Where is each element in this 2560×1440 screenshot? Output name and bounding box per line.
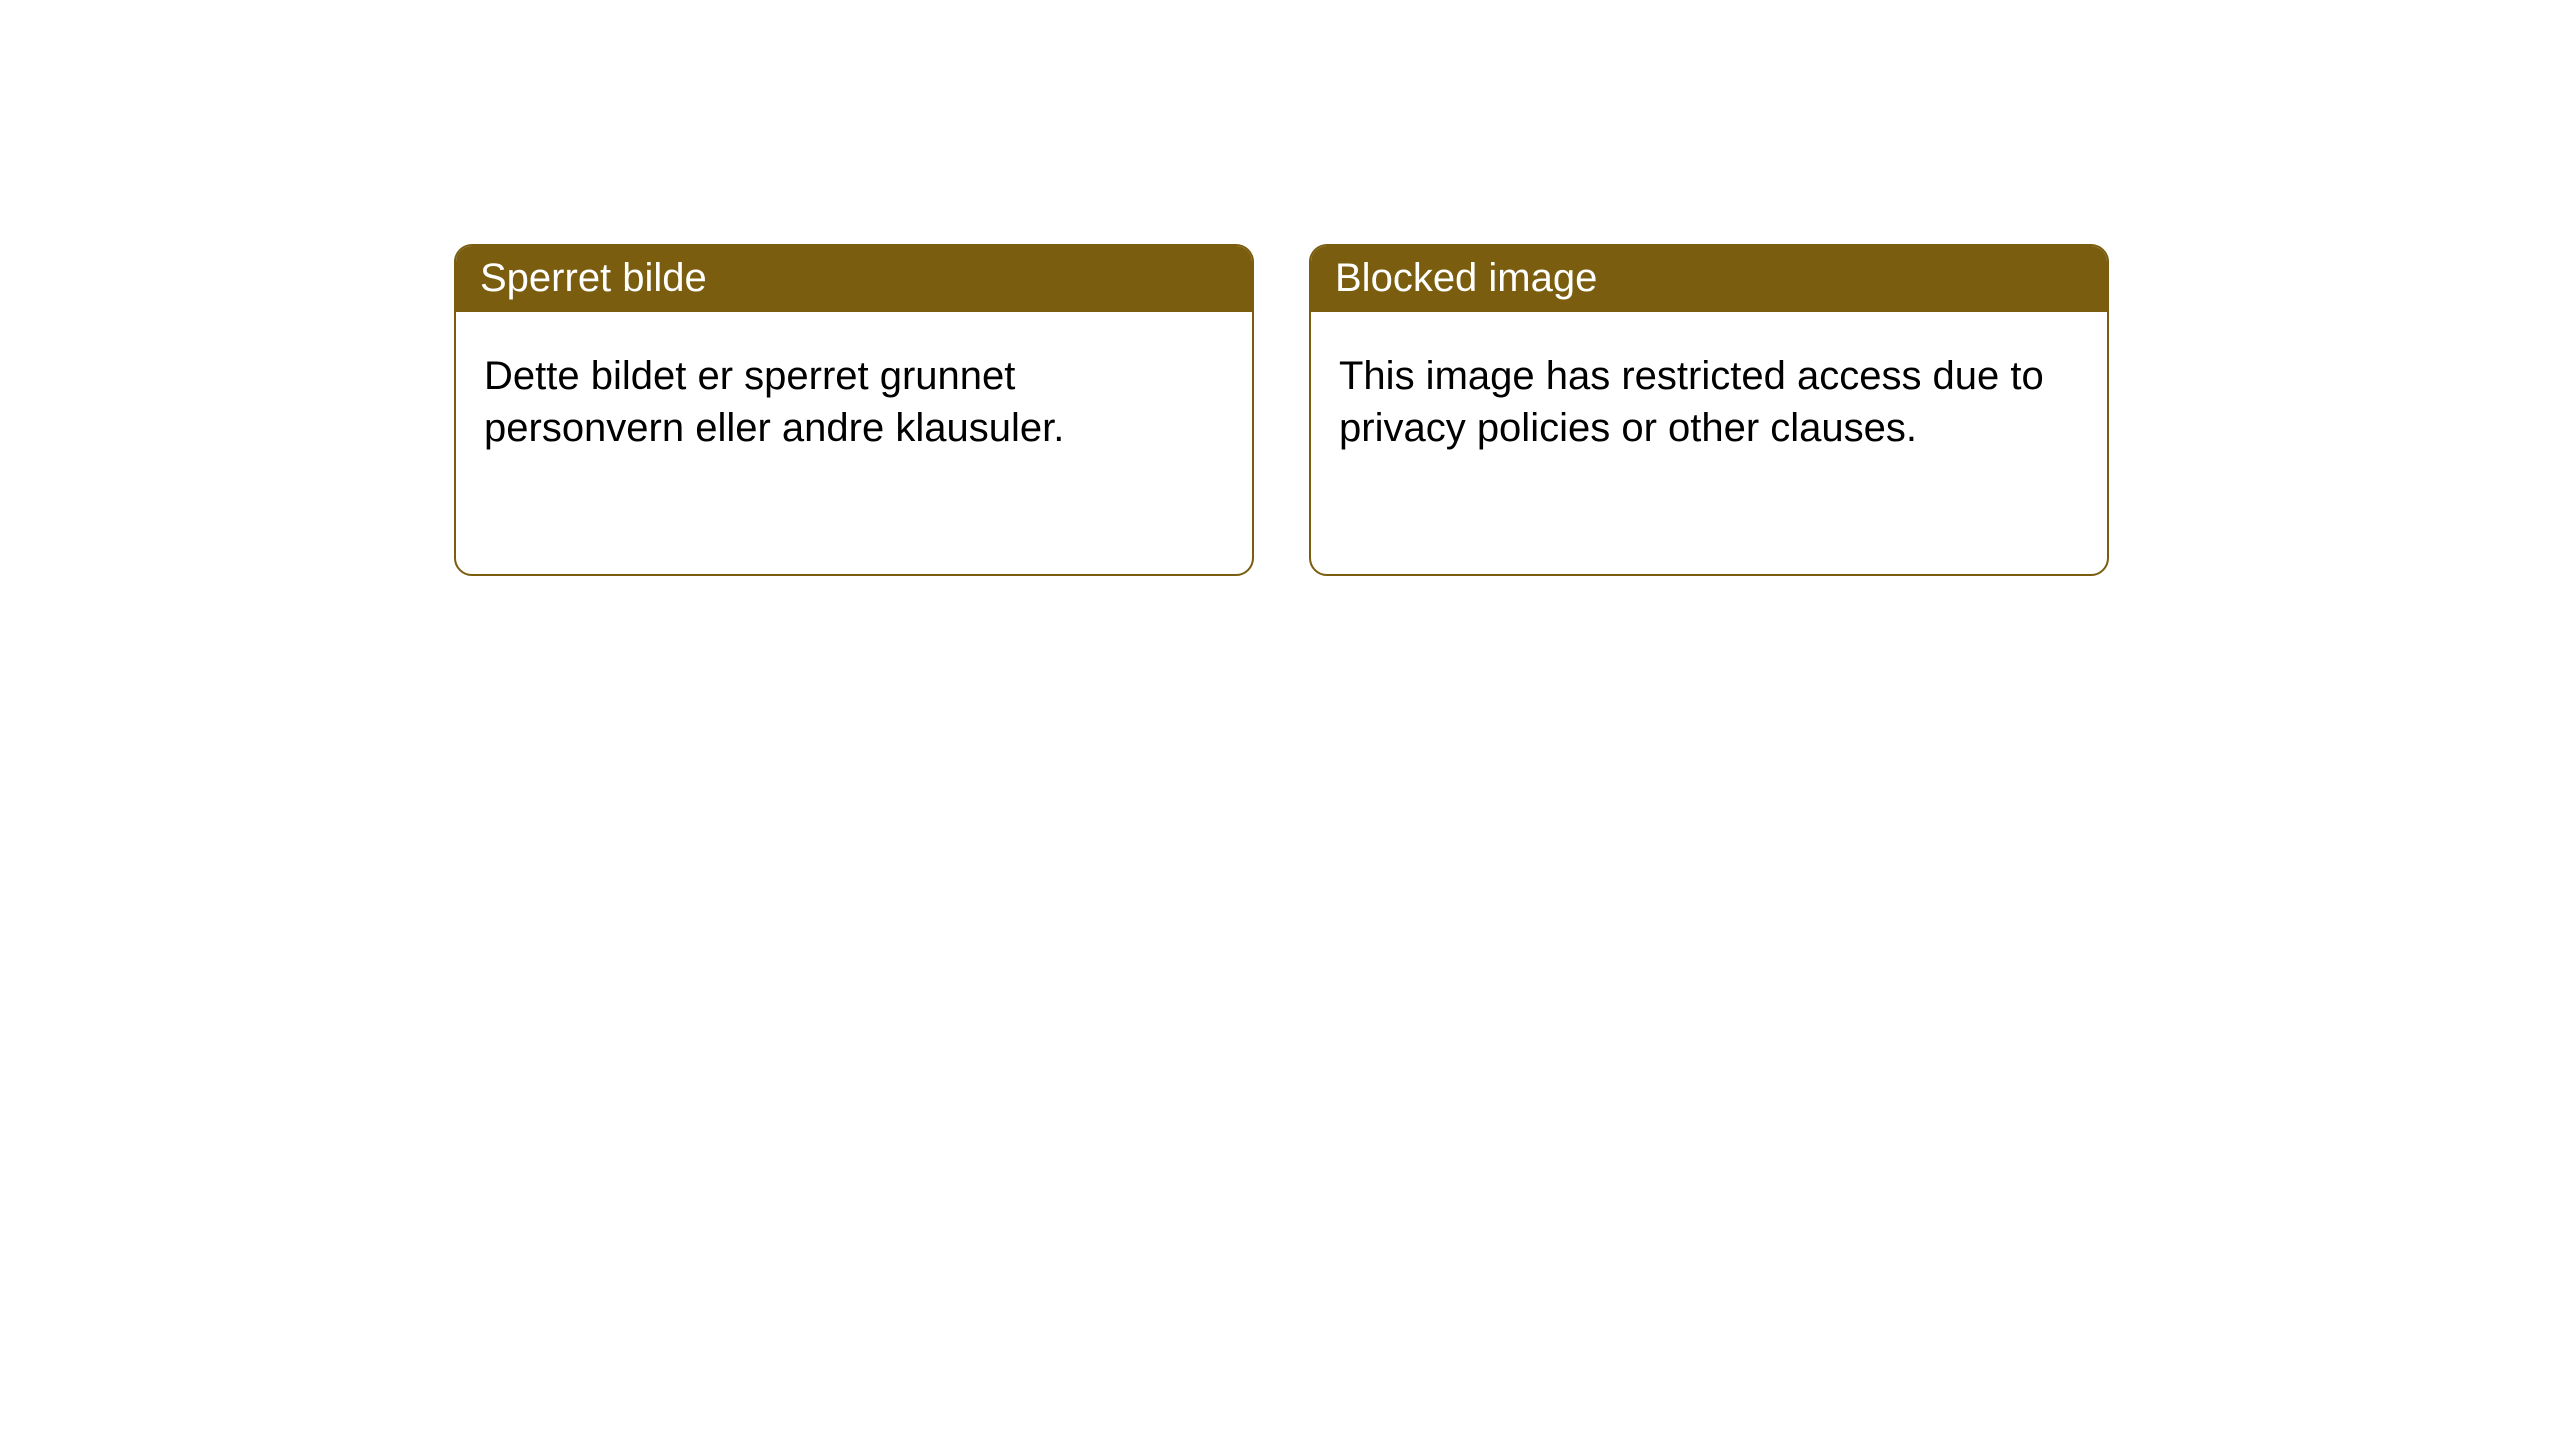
card-body-text: This image has restricted access due to …	[1311, 312, 2107, 482]
card-title: Sperret bilde	[456, 246, 1252, 312]
card-title: Blocked image	[1311, 246, 2107, 312]
cards-container: Sperret bilde Dette bildet er sperret gr…	[0, 0, 2560, 576]
blocked-image-card-english: Blocked image This image has restricted …	[1309, 244, 2109, 576]
card-body-text: Dette bildet er sperret grunnet personve…	[456, 312, 1252, 482]
blocked-image-card-norwegian: Sperret bilde Dette bildet er sperret gr…	[454, 244, 1254, 576]
